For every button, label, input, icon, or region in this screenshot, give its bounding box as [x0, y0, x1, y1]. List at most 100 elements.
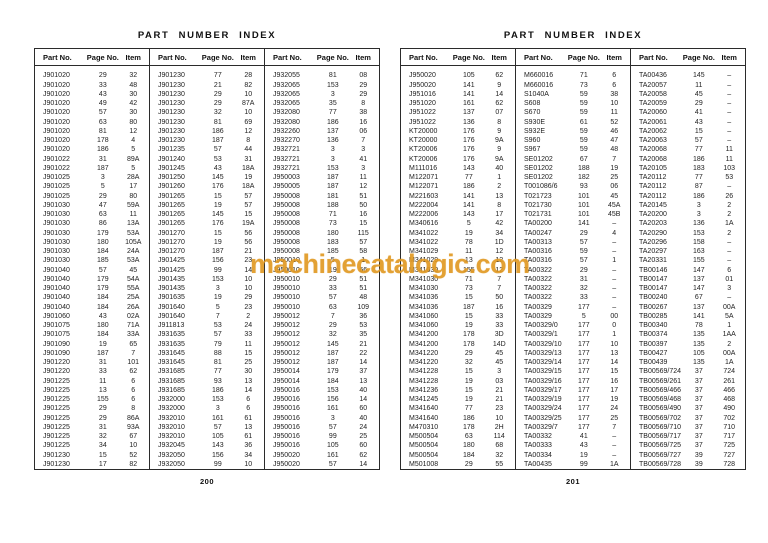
- item-cell: 6: [131, 396, 136, 403]
- page-no-cell: 15: [464, 386, 473, 394]
- table-row: J911813 53 24: [150, 321, 264, 330]
- table-row: J901230 29 10: [150, 90, 264, 99]
- page-no-cell: 19: [579, 451, 588, 459]
- item-cell: 9: [497, 127, 502, 135]
- item-cell: 12: [495, 266, 504, 274]
- part-no-cell: TA00329/1: [524, 331, 558, 339]
- page-no-cell: 186: [211, 386, 224, 394]
- item-cell: 06: [610, 183, 619, 191]
- part-no-cell: TB00569/261: [639, 377, 682, 385]
- page-no-cell: 19: [464, 396, 473, 403]
- page-no-cell: 186: [692, 155, 705, 163]
- page-no-cell: 158: [692, 238, 705, 246]
- item-cell: 82: [129, 460, 138, 468]
- page-no-cell: 153: [211, 396, 224, 403]
- index-rows: J932055 81 08 J932065 153 29 J932065 3 2…: [265, 66, 379, 469]
- page-no-cell: 187: [326, 359, 339, 366]
- table-row: J901225 29 86A: [35, 414, 149, 423]
- item-cell: 54A: [127, 275, 140, 283]
- table-row: J950008 188 50: [265, 201, 379, 210]
- part-no-cell: M341640: [409, 414, 439, 422]
- page-no-cell: 3: [696, 211, 701, 218]
- item-cell: 7: [497, 275, 502, 283]
- part-no-cell: J901640: [158, 303, 185, 311]
- item-cell: 45: [495, 359, 504, 366]
- part-no-cell: J950010: [273, 303, 300, 311]
- page-no-cell: 186: [462, 183, 475, 191]
- part-no-cell: KT20000: [409, 127, 438, 135]
- part-no-cell: J901230: [158, 127, 185, 135]
- table-row: J901020 63 80: [35, 118, 149, 127]
- item-cell: 07: [495, 109, 504, 117]
- column-header-row: Part No. Page No. Item: [150, 49, 264, 67]
- page-no-header: Page No.: [452, 52, 485, 62]
- part-no-cell: J901020: [43, 137, 70, 144]
- item-cell: 55: [495, 460, 504, 468]
- part-no-cell: TA00322: [524, 275, 552, 283]
- part-no-cell: TA00435: [524, 460, 552, 468]
- page-no-cell: 5: [581, 312, 586, 320]
- part-no-cell: J950020: [409, 81, 436, 89]
- part-no-cell: S960: [524, 137, 541, 144]
- table-row: TA20059 29 –: [631, 99, 745, 108]
- item-cell: 53A: [127, 257, 140, 265]
- item-cell: 23: [244, 303, 253, 311]
- part-no-cell: T021731: [524, 211, 552, 218]
- page-no-cell: 43: [213, 164, 222, 172]
- table-row: M341228 15 3: [401, 367, 515, 376]
- table-row: J901240 53 31: [150, 155, 264, 164]
- table-row: J901270 19 56: [150, 238, 264, 247]
- table-row: J901020 29 32: [35, 71, 149, 80]
- table-row: M221603 141 13: [401, 192, 515, 201]
- part-no-cell: S1040A: [524, 90, 549, 98]
- table-row: J901425 99 14: [150, 266, 264, 275]
- part-no-cell: J901040: [43, 303, 70, 311]
- table-row: M341200 178 14D: [401, 340, 515, 349]
- table-row: J931685 93 13: [150, 377, 264, 386]
- table-row: TA00332 41 –: [516, 432, 630, 441]
- table-row: J901025 3 28A: [35, 173, 149, 182]
- page-no-cell: 43: [98, 312, 107, 320]
- part-no-cell: J901020: [43, 90, 70, 98]
- table-row: J901225 29 8: [35, 404, 149, 413]
- index-rows: M660016 71 6 M660016 73 6 S1040A 59 38 S…: [516, 66, 630, 469]
- table-row: J931635 79 11: [150, 340, 264, 349]
- part-no-cell: M341228: [409, 377, 439, 385]
- page-no-header: Page No.: [567, 52, 600, 62]
- page-no-cell: 32: [328, 331, 337, 339]
- item-cell: 62: [359, 451, 368, 459]
- page-no-cell: 53: [213, 155, 222, 163]
- page-no-cell: 176: [462, 127, 475, 135]
- item-cell: 702: [723, 414, 736, 422]
- page-no-cell: 7: [215, 312, 220, 320]
- item-cell: 19: [610, 164, 619, 172]
- table-row: J901230 17 82: [35, 460, 149, 469]
- part-no-cell: J950003: [273, 174, 300, 181]
- part-no-cell: J950020: [273, 460, 300, 468]
- table-row: J901270 187 21: [150, 247, 264, 256]
- item-cell: 36: [359, 312, 368, 320]
- table-row: J901230 32 10: [150, 108, 264, 117]
- item-cell: 03: [495, 377, 504, 385]
- table-row: J901090 187 7: [35, 349, 149, 358]
- part-no-cell: J950016: [273, 423, 300, 431]
- item-header: Item: [721, 52, 737, 62]
- item-cell: 45: [495, 349, 504, 357]
- page-no-cell: 105: [326, 442, 339, 450]
- part-no-cell: TB00569/490: [639, 405, 682, 413]
- item-cell: 57: [244, 192, 253, 200]
- column-header-row: Part No. Page No. Item: [401, 49, 515, 67]
- item-cell: 13A: [127, 220, 140, 228]
- part-no-cell: KT20006: [409, 155, 438, 163]
- page-no-cell: 29: [98, 414, 107, 422]
- page-no-cell: 13: [464, 257, 473, 265]
- part-no-cell: TB00427: [639, 349, 668, 357]
- part-no-cell: TA00329/0: [524, 322, 558, 329]
- table-row: J901030 179 53A: [35, 229, 149, 238]
- table-row: M122071 77 1: [401, 173, 515, 182]
- page-no-cell: 7: [330, 312, 335, 320]
- item-cell: 14: [244, 266, 253, 274]
- page-no-cell: 37: [694, 377, 703, 385]
- item-cell: 24: [359, 423, 368, 431]
- page-no-cell: 176: [462, 155, 475, 163]
